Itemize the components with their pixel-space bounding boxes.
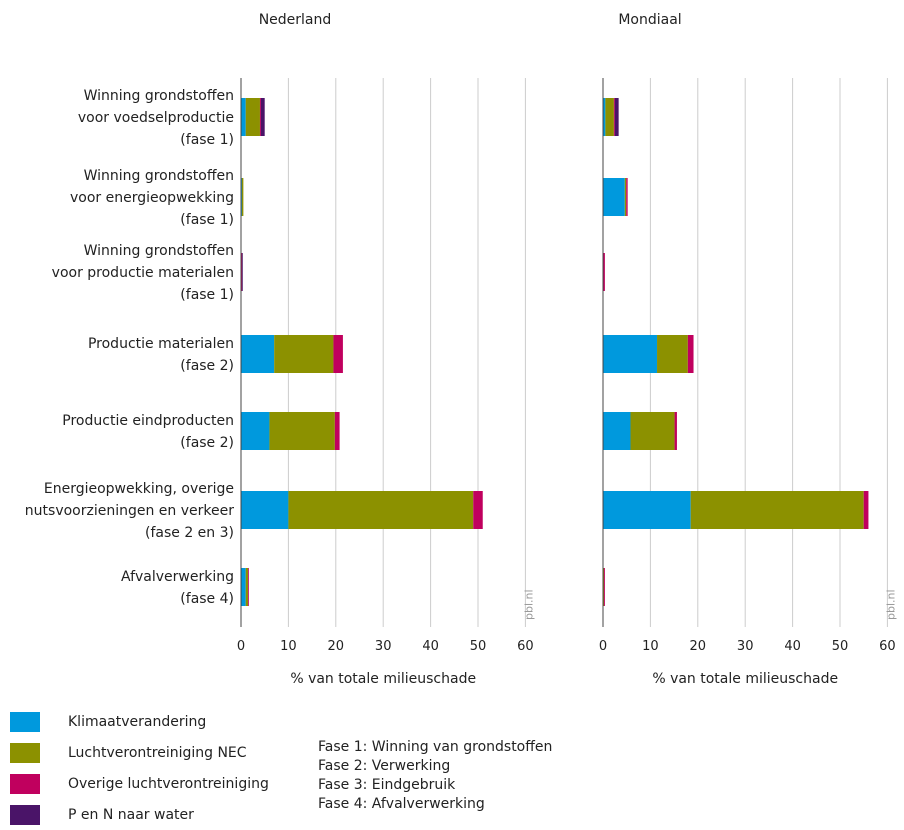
- bar-segment: [674, 412, 677, 450]
- bar-segment: [690, 491, 864, 529]
- phase-notes: Fase 1: Winning van grondstoffen Fase 2:…: [318, 738, 552, 814]
- bar-segment: [241, 568, 246, 606]
- bar-segment: [333, 335, 343, 373]
- x-tick-label: 0: [237, 639, 245, 654]
- x-tick-label: 40: [784, 639, 801, 654]
- category-label: Afvalverwerking: [121, 569, 234, 585]
- bar-segment: [613, 98, 615, 136]
- x-tick-label: 10: [642, 639, 659, 654]
- bar-segment: [687, 335, 694, 373]
- bar-segment: [259, 98, 261, 136]
- phase-note: Fase 1: Winning van grondstoffen: [318, 739, 553, 755]
- legend-swatch: [10, 742, 40, 763]
- bar-segment: [269, 412, 335, 450]
- category-label: voor voedselproductie: [78, 110, 234, 126]
- category-label: (fase 1): [180, 212, 234, 228]
- bar-segment: [248, 568, 249, 606]
- panel-title: Mondiaal: [618, 12, 681, 28]
- bar-segment: [603, 412, 631, 450]
- bar-segment: [245, 98, 260, 136]
- category-label: Winning grondstoffen: [84, 88, 234, 104]
- legend-swatch: [10, 711, 40, 732]
- bar-segment: [603, 98, 606, 136]
- x-tick-label: 10: [280, 639, 297, 654]
- bar-segment: [241, 412, 270, 450]
- category-label: Winning grondstoffen: [84, 168, 234, 184]
- legend-item: Klimaatverandering: [10, 706, 269, 737]
- x-tick-label: 0: [599, 639, 607, 654]
- bar-segment: [288, 491, 474, 529]
- category-label: Energieopwekking, overige: [44, 481, 234, 497]
- legend-swatch: [10, 773, 40, 794]
- category-label: (fase 1): [180, 287, 234, 303]
- legend: Klimaatverandering Luchtverontreiniging …: [10, 706, 269, 830]
- source-label: pbl.nl: [522, 589, 535, 620]
- phase-note: Fase 4: Afvalverwerking: [318, 796, 485, 812]
- bar-segment: [241, 253, 243, 291]
- category-label: nutsvoorzieningen en verkeer: [25, 503, 234, 519]
- bar-segment: [334, 412, 340, 450]
- legend-label: Luchtverontreiniging NEC: [68, 744, 247, 761]
- chart: Winning grondstoffen voor voedselproducti…: [25, 12, 898, 687]
- bar-segment: [241, 335, 275, 373]
- bar-segment: [624, 178, 627, 216]
- bar-segment: [863, 491, 869, 529]
- x-axis-label: % van totale milieuschade: [652, 671, 838, 687]
- bar-segment: [614, 98, 619, 136]
- x-tick-label: 60: [517, 639, 534, 654]
- bar-segment: [241, 491, 289, 529]
- legend-item: P en N naar water: [10, 799, 269, 830]
- bar-segment: [603, 335, 658, 373]
- x-tick-label: 20: [328, 639, 345, 654]
- x-tick-label: 30: [737, 639, 754, 654]
- legend-label: Klimaatverandering: [68, 713, 207, 730]
- category-label: (fase 4): [180, 591, 234, 607]
- category-label: (fase 2): [180, 435, 234, 451]
- category-label: (fase 1): [180, 132, 234, 148]
- source-label: pbl.nl: [884, 589, 897, 620]
- legend-label: Overige luchtverontreiniging: [68, 775, 269, 792]
- bar-segment: [473, 491, 483, 529]
- x-tick-label: 50: [470, 639, 487, 654]
- phase-note: Fase 3: Eindgebruik: [318, 777, 456, 793]
- category-label: voor productie materialen: [52, 265, 234, 281]
- legend-item: Luchtverontreiniging NEC: [10, 737, 269, 768]
- bar-segment: [603, 253, 605, 291]
- x-tick-label: 30: [375, 639, 392, 654]
- x-axis-label: % van totale milieuschade: [290, 671, 476, 687]
- bar-segment: [603, 568, 605, 606]
- bar-segment: [241, 178, 244, 216]
- bar-segment: [603, 491, 691, 529]
- legend-swatch: [10, 804, 40, 825]
- category-label: (fase 2 en 3): [145, 525, 234, 541]
- category-label: (fase 2): [180, 358, 234, 374]
- x-tick-label: 60: [879, 639, 896, 654]
- bar-segment: [241, 98, 246, 136]
- x-tick-label: 40: [422, 639, 439, 654]
- bar-segment: [657, 335, 688, 373]
- bar-segment: [603, 178, 625, 216]
- category-label: Productie materialen: [88, 336, 234, 352]
- x-tick-label: 50: [832, 639, 849, 654]
- bar-segment: [626, 178, 628, 216]
- category-label: voor energieopwekking: [70, 190, 234, 206]
- bar-segment: [603, 568, 605, 606]
- bar-segment: [274, 335, 334, 373]
- category-label: Winning grondstoffen: [84, 243, 234, 259]
- x-tick-label: 20: [690, 639, 707, 654]
- legend-label: P en N naar water: [68, 806, 194, 823]
- bar-segment: [605, 98, 614, 136]
- bar-segment: [630, 412, 675, 450]
- bar-segment: [260, 98, 265, 136]
- bar-segment: [245, 568, 249, 606]
- legend-item: Overige luchtverontreiniging: [10, 768, 269, 799]
- phase-note: Fase 2: Verwerking: [318, 758, 451, 774]
- panel-title: Nederland: [259, 12, 332, 28]
- bar-segment: [241, 253, 243, 291]
- category-label: Productie eindproducten: [62, 413, 234, 429]
